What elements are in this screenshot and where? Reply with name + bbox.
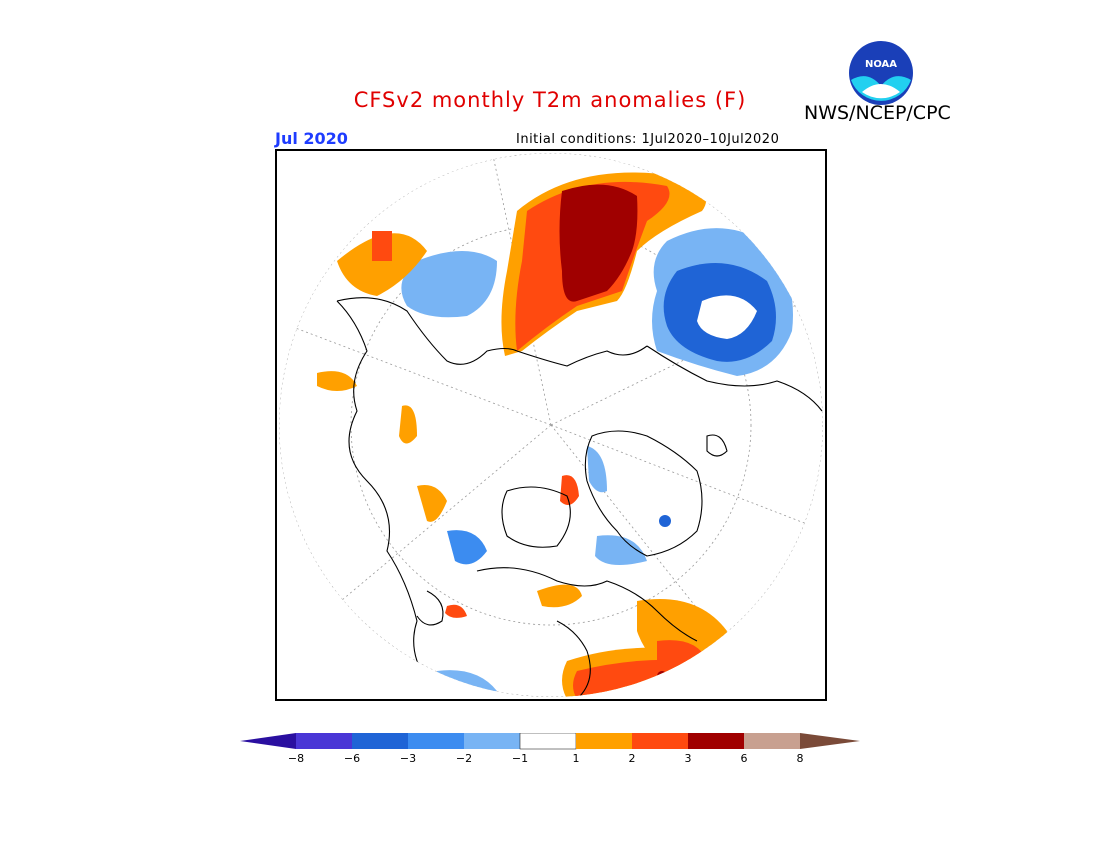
colorbar-tick: 2 xyxy=(628,752,636,765)
colorbar-tick: 3 xyxy=(684,752,692,765)
colorbar-tick: 6 xyxy=(740,752,748,765)
colorbar-bin-3-6 xyxy=(688,733,744,749)
coastlines xyxy=(336,297,823,697)
initial-conditions: Initial conditions: 1Jul2020–10Jul2020 xyxy=(516,132,780,147)
colorbar xyxy=(240,732,860,773)
colorbar-tick: −2 xyxy=(455,752,473,765)
colorbar-bin-6-3 xyxy=(352,733,408,749)
colorbar-bin-gt-8 xyxy=(800,733,860,749)
polar-map xyxy=(275,149,827,701)
colorbar-tick: −6 xyxy=(343,752,361,765)
agency-label: NWS/NCEP/CPC xyxy=(804,102,951,124)
colorbar-bin-2-3 xyxy=(632,733,688,749)
anomaly-field xyxy=(317,172,793,697)
colorbar-bin-lt-8 xyxy=(240,733,296,749)
colorbar-tick: 8 xyxy=(796,752,804,765)
colorbar-bin-3-2 xyxy=(408,733,464,749)
colorbar-tick: −8 xyxy=(287,752,305,765)
noaa-logo: NOAA xyxy=(848,40,914,106)
colorbar-bin-6-8 xyxy=(744,733,800,749)
chart-title: CFSv2 monthly T2m anomalies (F) xyxy=(353,88,747,112)
valid-month: Jul 2020 xyxy=(275,129,348,148)
colorbar-bin-1-2 xyxy=(576,733,632,749)
colorbar-tick: −1 xyxy=(511,752,529,765)
logo-text: NOAA xyxy=(865,59,897,70)
colorbar-bin-1-1 xyxy=(519,732,577,750)
colorbar-tick: 1 xyxy=(572,752,580,765)
colorbar-bin-8-6 xyxy=(296,733,352,749)
colorbar-tick: −3 xyxy=(399,752,417,765)
colorbar-bin-2-1 xyxy=(464,733,520,749)
